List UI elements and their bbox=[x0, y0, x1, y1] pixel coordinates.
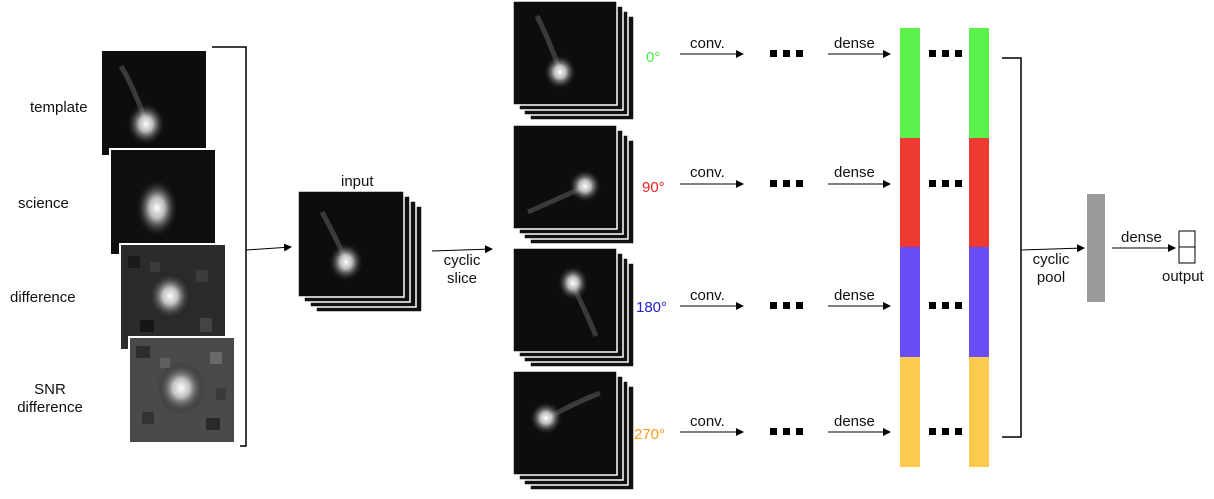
rotated-stack-180 bbox=[512, 247, 635, 368]
dense-label-180: dense bbox=[834, 287, 875, 304]
rotation-label-90: 90° bbox=[642, 179, 665, 196]
snr-label-line2: difference bbox=[17, 399, 83, 416]
science-label: science bbox=[18, 195, 69, 212]
rotation-label-0: 0° bbox=[646, 49, 661, 66]
template-label: template bbox=[30, 99, 88, 116]
cyclic-slice-line2: slice bbox=[446, 270, 477, 287]
cyclic-pool-line2: pool bbox=[1036, 269, 1066, 286]
bar-seg-270 bbox=[900, 357, 920, 467]
feature-column-2 bbox=[969, 28, 989, 467]
bar-seg-90 bbox=[900, 138, 920, 247]
pool-bracket bbox=[1002, 57, 1085, 438]
pooled-feature-bar bbox=[1087, 194, 1105, 302]
slice-arrow bbox=[431, 245, 493, 254]
branch-arrows bbox=[680, 50, 891, 436]
conv-label-90: conv. bbox=[690, 164, 725, 181]
rotated-stack-90 bbox=[512, 124, 635, 245]
feature-column-1 bbox=[900, 28, 920, 467]
dense-label-270: dense bbox=[834, 413, 875, 430]
rotated-stack-0 bbox=[512, 0, 635, 121]
cyclic-pool-line1: cyclic bbox=[1032, 251, 1070, 268]
conv-label-180: conv. bbox=[690, 287, 725, 304]
science-image bbox=[109, 148, 217, 256]
cyclic-slice-line1: cyclic bbox=[443, 252, 481, 269]
conv-label-0: conv. bbox=[690, 35, 725, 52]
output-unit bbox=[1178, 230, 1196, 264]
difference-label: difference bbox=[10, 289, 76, 306]
bar-seg-0 bbox=[969, 28, 989, 138]
ellipsis-dots bbox=[770, 50, 962, 435]
cyclic-pool-label: cyclic pool bbox=[1026, 251, 1076, 287]
difference-image bbox=[119, 243, 227, 351]
rotation-label-180: 180° bbox=[636, 299, 668, 316]
snr-label-line1: SNR bbox=[34, 381, 66, 398]
snr-difference-label: SNR difference bbox=[10, 381, 90, 417]
bar-seg-270 bbox=[969, 357, 989, 467]
input-stack bbox=[297, 190, 423, 313]
final-dense-label: dense bbox=[1121, 229, 1162, 246]
rotated-stack-270 bbox=[512, 370, 635, 491]
rotation-label-270: 270° bbox=[634, 426, 666, 443]
input-bracket bbox=[212, 46, 292, 447]
dense-label-90: dense bbox=[834, 164, 875, 181]
bar-seg-180 bbox=[900, 247, 920, 357]
output-label: output bbox=[1162, 268, 1204, 285]
input-label: input bbox=[341, 173, 374, 190]
conv-label-270: conv. bbox=[690, 413, 725, 430]
bar-seg-180 bbox=[969, 247, 989, 357]
bar-seg-90 bbox=[969, 138, 989, 247]
snr-difference-image bbox=[128, 336, 236, 444]
dense-label-0: dense bbox=[834, 35, 875, 52]
template-image bbox=[100, 49, 208, 157]
bar-seg-0 bbox=[900, 28, 920, 138]
cyclic-slice-label: cyclic slice bbox=[437, 252, 487, 288]
